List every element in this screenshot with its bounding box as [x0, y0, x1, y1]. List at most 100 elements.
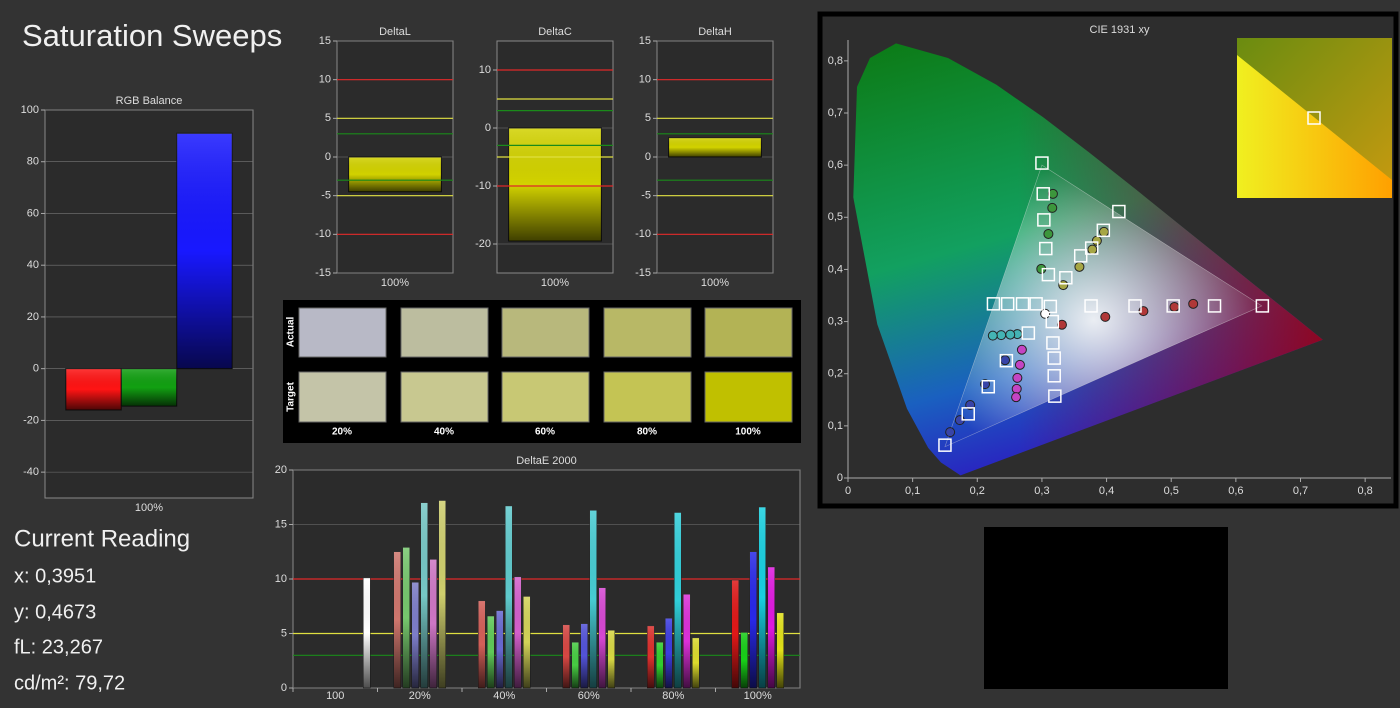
- target-point: [1166, 299, 1180, 313]
- swatch-actual: [603, 307, 692, 358]
- target-point: [1207, 299, 1222, 313]
- measured-point: [1014, 359, 1025, 370]
- bar-shade: [411, 582, 419, 688]
- zoom-inset-gamut: [1237, 55, 1392, 198]
- bar-shade: [402, 547, 410, 688]
- swatch-label: 40%: [434, 427, 454, 438]
- bar-shade: [514, 576, 522, 688]
- x-tick-label: 0,8: [1357, 485, 1372, 497]
- page-title: Saturation Sweeps: [22, 18, 282, 53]
- x-tick-label: 100%: [381, 277, 409, 289]
- swatch-target: [400, 371, 489, 423]
- target-point: [1084, 299, 1098, 313]
- measured-point: [996, 330, 1007, 341]
- swatch-label: 60%: [535, 427, 555, 438]
- target-point: [938, 438, 952, 452]
- target-point: [981, 380, 996, 394]
- bar-shade: [674, 512, 682, 688]
- y-tick-label: -5: [641, 190, 651, 202]
- measured-point: [1000, 355, 1011, 366]
- x-tick-label: 0,6: [1228, 485, 1243, 497]
- bar-shade: [740, 632, 748, 688]
- chart-title: RGB Balance: [116, 95, 183, 107]
- y-tick-label: 0,6: [828, 159, 843, 171]
- target-point: [1015, 297, 1030, 311]
- x-tick-label: 0,4: [1099, 485, 1114, 497]
- measured-point: [1005, 329, 1016, 340]
- target-point: [1041, 267, 1056, 282]
- target-point: [1021, 326, 1036, 340]
- x-tick-label: 0,1: [905, 485, 920, 497]
- bar-shade: [496, 610, 504, 688]
- y-tick-label: 40: [27, 259, 39, 271]
- measured-point: [1074, 261, 1085, 272]
- bar-shade: [767, 567, 775, 688]
- y-tick-label: 100: [21, 104, 39, 116]
- bar-shade: [65, 368, 122, 411]
- measured-point: [1100, 311, 1111, 322]
- target-point: [961, 407, 975, 421]
- color-preview: [984, 527, 1228, 689]
- bar-shade: [749, 551, 757, 688]
- target-point: [1084, 241, 1099, 255]
- y-tick-label: 10: [479, 64, 491, 76]
- measured-point: [1047, 188, 1058, 199]
- measured-point: [1091, 235, 1102, 246]
- measured-point: [1040, 308, 1051, 319]
- y-tick-label: 10: [319, 74, 331, 86]
- swatch-actual: [298, 307, 387, 358]
- reading-line: fL: 23,267: [14, 636, 103, 658]
- y-tick-label: 10: [275, 573, 287, 585]
- swatch-target: [501, 371, 590, 423]
- target-point: [1112, 204, 1126, 219]
- y-tick-label: -10: [635, 228, 651, 240]
- bar-shade: [598, 587, 606, 688]
- bar-shade: [429, 559, 437, 688]
- measured-point: [945, 427, 956, 438]
- swatch-label: 80%: [637, 427, 657, 438]
- reading-line: y: 0,4673: [14, 601, 96, 623]
- y-tick-label: 0: [645, 151, 651, 163]
- y-tick-label: 5: [281, 627, 287, 639]
- target-point: [1059, 271, 1073, 285]
- target-point: [1128, 299, 1142, 313]
- x-tick-label: 80%: [662, 690, 684, 702]
- y-tick-label: 0,7: [828, 107, 843, 119]
- chart-title: DeltaE 2000: [516, 455, 577, 467]
- chart-title: CIE 1931 xy: [1090, 24, 1150, 36]
- x-tick-label: 60%: [578, 690, 600, 702]
- bar-shade: [731, 580, 739, 688]
- y-tick-label: 0,5: [828, 211, 843, 223]
- measured-point: [1011, 392, 1022, 403]
- y-tick-label: 5: [325, 112, 331, 124]
- y-tick-label: 15: [319, 35, 331, 47]
- bar-shade: [505, 505, 513, 688]
- x-tick-label: 100%: [744, 690, 772, 702]
- x-tick-label: 0,3: [1034, 485, 1049, 497]
- y-tick-label: 60: [27, 207, 39, 219]
- y-tick-label: 0: [325, 151, 331, 163]
- y-tick-label: 0,3: [828, 315, 843, 327]
- y-tick-label: -10: [315, 228, 331, 240]
- bar-shade: [478, 600, 486, 688]
- swatch-target: [704, 371, 793, 423]
- bar-shade: [121, 368, 177, 407]
- target-point: [1000, 297, 1015, 311]
- bar-shade: [523, 596, 531, 688]
- bar-shade: [656, 642, 664, 688]
- bar-shade: [607, 630, 615, 688]
- x-tick-label: 0,7: [1293, 485, 1308, 497]
- bar-shade: [776, 612, 784, 688]
- target-point: [999, 353, 1014, 368]
- bar-shade: [647, 625, 655, 688]
- swatch-target: [298, 371, 387, 423]
- bar-shade: [348, 157, 442, 192]
- bar-shade: [176, 133, 233, 369]
- bar-shade: [438, 500, 446, 688]
- reading-heading: Current Reading: [14, 525, 190, 552]
- bar-shade: [580, 623, 588, 688]
- chart-title: DeltaC: [538, 26, 572, 38]
- gamut-triangle: [944, 164, 1263, 448]
- target-point: [1047, 351, 1061, 365]
- y-tick-label: 0,4: [828, 263, 843, 275]
